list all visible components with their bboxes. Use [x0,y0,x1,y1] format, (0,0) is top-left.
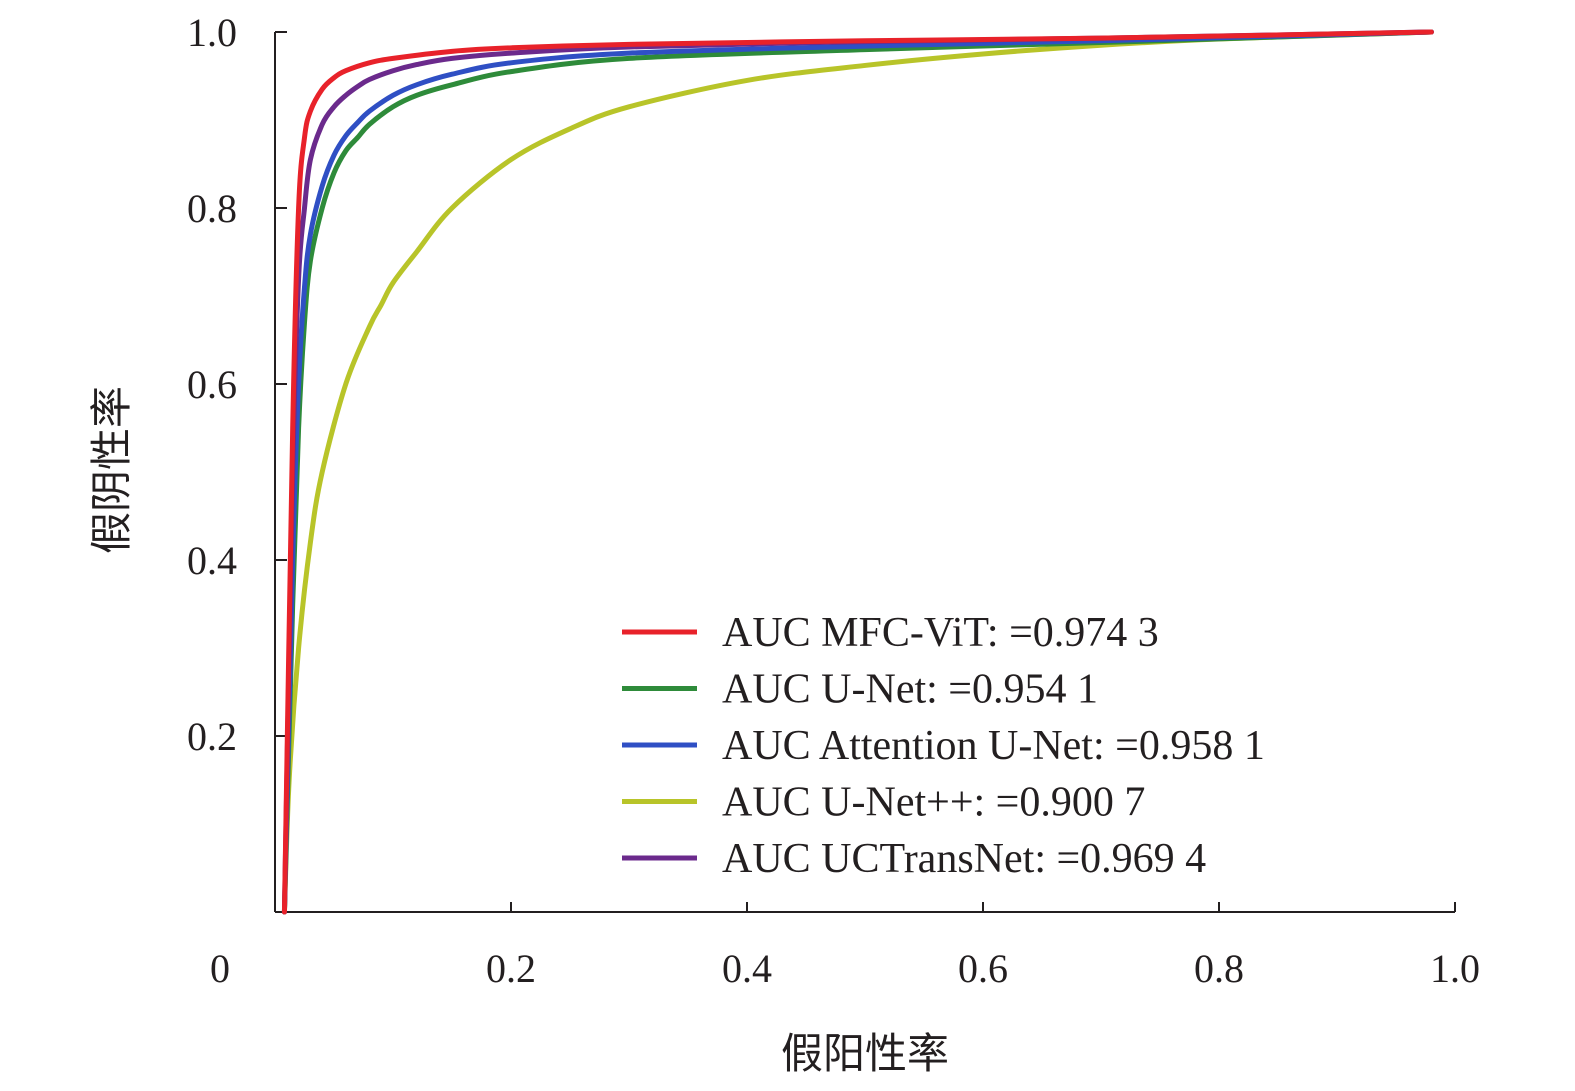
series-line-2 [281,29,1434,915]
y-axis-ticks: 0.2 0.4 0.6 0.8 1.0 [187,10,287,759]
legend-label: AUC Attention U-Net: =0.958 1 [722,723,1265,769]
x-tick-label: 0.6 [958,946,1008,991]
series-line-3 [281,29,1434,915]
x-axis-ticks: 0 0.2 0.4 0.6 0.8 1.0 [210,902,1480,991]
legend: AUC MFC-ViT: =0.974 3 AUC U-Net: =0.954 1… [622,610,1265,882]
legend-label: AUC MFC-ViT: =0.974 3 [722,610,1159,656]
x-tick-label: 1.0 [1430,946,1480,991]
legend-label: AUC U-Net: =0.954 1 [722,667,1098,713]
y-axis-title: 假阴性率 [87,386,136,554]
x-tick-label: 0 [210,946,230,991]
legend-label: AUC UCTransNet: =0.969 4 [722,836,1206,882]
legend-label: AUC U-Net++: =0.900 7 [722,780,1145,826]
axes: 0 0.2 0.4 0.6 0.8 1.0 0.2 0.4 0.6 0.8 1.0 [187,10,1480,991]
x-tick-label: 0.4 [722,946,772,991]
x-tick-label: 0.2 [486,946,536,991]
y-tick-label: 1.0 [187,10,237,55]
series-line-0 [281,29,1434,915]
y-tick-label: 0.4 [187,538,237,583]
series-lines [281,29,1434,915]
y-tick-label: 0.2 [187,714,237,759]
y-tick-label: 0.6 [187,362,237,407]
y-tick-label: 0.8 [187,186,237,231]
x-axis-title: 假阳性率 [781,1029,949,1078]
x-tick-label: 0.8 [1194,946,1244,991]
